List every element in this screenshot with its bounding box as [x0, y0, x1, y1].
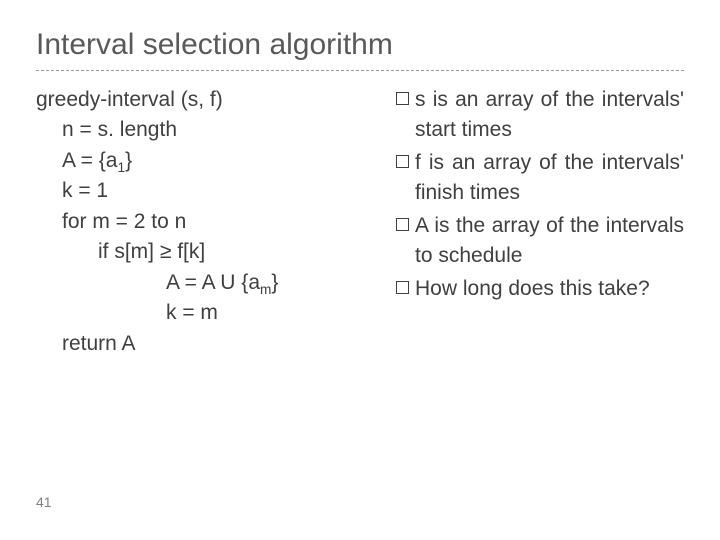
- page-number: 41: [36, 494, 52, 510]
- bullets-column: s is an array of the intervals' start ti…: [396, 85, 684, 359]
- slide-title: Interval selection algorithm: [36, 28, 684, 62]
- algo-line: n = s. length: [36, 115, 376, 145]
- algo-line: k = m: [36, 298, 376, 328]
- content-columns: greedy-interval (s, f) n = s. lengthA = …: [36, 85, 684, 359]
- bullet-text: s is an array of the intervals' start ti…: [415, 85, 684, 146]
- slide: Interval selection algorithm greedy-inte…: [0, 0, 720, 540]
- bullet-text: How long does this take?: [415, 274, 684, 304]
- bullet-item: A is the array of the intervals to sched…: [396, 211, 684, 272]
- bullet-text: A is the array of the intervals to sched…: [415, 211, 684, 272]
- algo-body: n = s. lengthA = {a1}k = 1for m = 2 to n…: [36, 115, 376, 359]
- bullet-item: f is an array of the intervals' finish t…: [396, 148, 684, 209]
- bullet-item: How long does this take?: [396, 274, 684, 304]
- bullet-box-icon: [396, 281, 409, 294]
- bullets-list: s is an array of the intervals' start ti…: [396, 85, 684, 304]
- title-divider: [36, 70, 684, 71]
- algo-line: return A: [36, 329, 376, 359]
- bullet-box-icon: [396, 218, 409, 231]
- algo-line: A = {a1}: [36, 146, 376, 176]
- bullet-box-icon: [396, 92, 409, 105]
- algo-line: A = A U {am}: [36, 268, 376, 298]
- algo-line: for m = 2 to n: [36, 207, 376, 237]
- algo-line: k = 1: [36, 176, 376, 206]
- bullet-text: f is an array of the intervals' finish t…: [415, 148, 684, 209]
- algo-header: greedy-interval (s, f): [36, 85, 376, 115]
- bullet-box-icon: [396, 155, 409, 168]
- bullet-item: s is an array of the intervals' start ti…: [396, 85, 684, 146]
- algorithm-column: greedy-interval (s, f) n = s. lengthA = …: [36, 85, 376, 359]
- algo-line: if s[m] ≥ f[k]: [36, 237, 376, 267]
